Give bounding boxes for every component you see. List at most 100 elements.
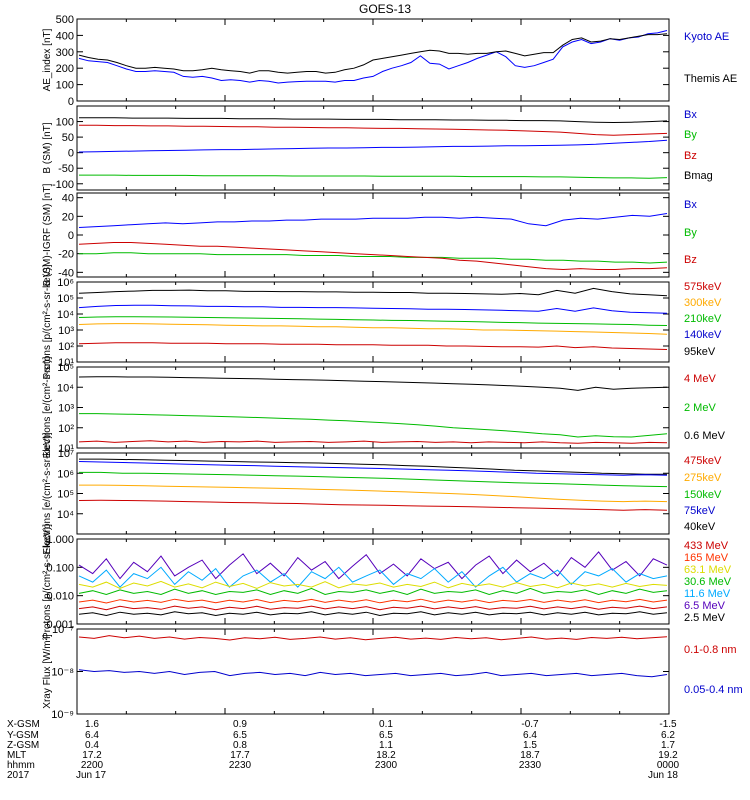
y-tick-label: 10⁵ [57,489,74,501]
y-tick-label: 0.100 [46,562,74,574]
footer-value: 6.5 [233,730,247,741]
footer-row-label: Y-GSM [7,730,39,741]
y-tick-label: 10² [58,341,74,353]
legend-entry: 165 MeV [684,552,729,564]
y-tick-label: 10⁶ [57,277,74,289]
y-tick-label: 0 [68,148,74,160]
y-tick-label: 400 [56,30,74,42]
footer-value: 0.4 [85,740,99,751]
legend-entry: Bz [684,150,697,162]
footer-value: 0000 [657,760,680,771]
legend-entry: 575keV [684,281,722,293]
series-line-4-mev [78,440,668,444]
panel-5: 10¹ 10² 10³ 10⁴ 10⁵ Electrons [e/(cm²-s-sr)] 4… [42,356,726,458]
y-tick-label: 10⁻⁹ [51,709,74,721]
y-axis-label: B (SM) [nT] [42,122,53,173]
series-line-bmag [79,117,668,124]
y-tick-label: 500 [56,14,74,26]
footer-value: 2230 [229,760,252,771]
footer-value: 18.7 [520,750,540,761]
footer-value: 6.5 [379,730,393,741]
panel-3: -40 -20 0 20 40 B (SM)-IGRF (SM) [nT] Bx By Bz [42,183,697,286]
legend-entry: 75keV [684,505,716,517]
footer-value: 6.4 [85,730,99,741]
y-tick-label: -100 [52,179,74,191]
legend-entry: 300keV [684,297,722,309]
y-tick-label: 10⁴ [57,382,74,394]
series-line-0-6-mev [78,376,668,391]
y-tick-label: 40 [62,193,74,205]
series-line-275kev [79,484,668,503]
legend-entry: 210keV [684,313,722,325]
legend-entry: 63.1 MeV [684,564,732,576]
footer-row-label: 2017 [7,770,30,781]
y-tick-label: 100 [56,80,74,92]
legend-entry: Bz [684,254,697,266]
y-axis-label: Electrons [e/(cm²-s-sr)] [42,356,53,458]
legend-entry: 4 MeV [684,373,716,385]
series-line-433-mev [78,611,668,617]
y-axis-label: Xray Flux [W/m²] [42,634,53,709]
y-tick-label: 0 [68,96,74,108]
series-line-30-6-mev [78,587,668,596]
series-line-475kev [78,499,668,511]
y-tick-label: 10⁷ [58,448,74,460]
series-line-11-6-mev [78,580,668,589]
y-tick-label: 300 [56,47,74,59]
y-tick-label: 10⁶ [57,468,74,480]
panel-6: 10⁴ 10⁵ 10⁶ 10⁷ Electrons [e/(cm²-s-sr-keV)]… [42,432,722,554]
y-tick-label: 10¹ [58,357,74,369]
legend-entry: 11.6 MeV [684,588,731,600]
legend-entry: 150keV [684,489,722,501]
y-tick-label: 10⁵ [57,362,74,374]
footer-value: 0.8 [233,740,247,751]
plot-title: GOES-13 [359,2,411,16]
series-line-by [79,252,668,264]
legend-entry: 475keV [684,455,722,467]
footer-value: 1.6 [85,719,99,730]
footer-value: 1.5 [523,740,537,751]
legend-entry: 95keV [684,346,716,358]
series-line-95kev [78,287,668,297]
y-axis-label: B (SM)-IGRF (SM) [nT] [42,183,53,286]
series-line-by [79,174,668,179]
footer-row-label: X-GSM [7,719,40,730]
panel-frame [76,192,670,278]
series-line-2-mev [79,413,668,438]
y-axis-label: Protons [p/(cm²-s-sr-keV)] [42,524,53,639]
legend-entry: 433 MeV [684,540,729,552]
series-line-75kev [78,461,668,476]
y-tick-label: 10⁻⁷ [52,624,74,636]
series-line-2-5-mev [78,551,668,580]
footer-value: 2300 [375,760,398,771]
footer-value: -0.7 [521,719,539,730]
footer-value: 19.2 [658,750,678,761]
footer-row-label: hhmm [7,760,35,771]
series-line-bx [78,139,668,153]
footer-value: 6.2 [661,730,675,741]
y-tick-label: -50 [58,163,74,175]
legend-entry: Themis AE [684,73,737,85]
y-tick-label: 1.000 [46,534,74,546]
y-axis-label: AE_index [nT] [42,28,53,91]
y-tick-label: 10⁵ [57,293,74,305]
y-tick-label: 10¹ [58,443,74,455]
legend-entry: By [684,129,697,141]
legend-entry: By [684,227,697,239]
y-tick-label: 10³ [58,325,74,337]
footer-value: Jun 17 [76,770,106,781]
y-tick-label: 10⁴ [57,509,74,521]
series-line-6-5-mev [78,566,668,588]
legend-entry: Kyoto AE [684,31,729,43]
panel-frame [76,452,670,535]
legend-entry: 275keV [684,472,722,484]
series-line-63-1-mev [78,598,668,604]
legend-entry: 0.6 MeV [684,430,726,442]
y-tick-label: 10⁻⁸ [51,667,74,679]
footer-value: 0.1 [379,719,393,730]
legend-entry: 2.5 MeV [684,612,726,624]
